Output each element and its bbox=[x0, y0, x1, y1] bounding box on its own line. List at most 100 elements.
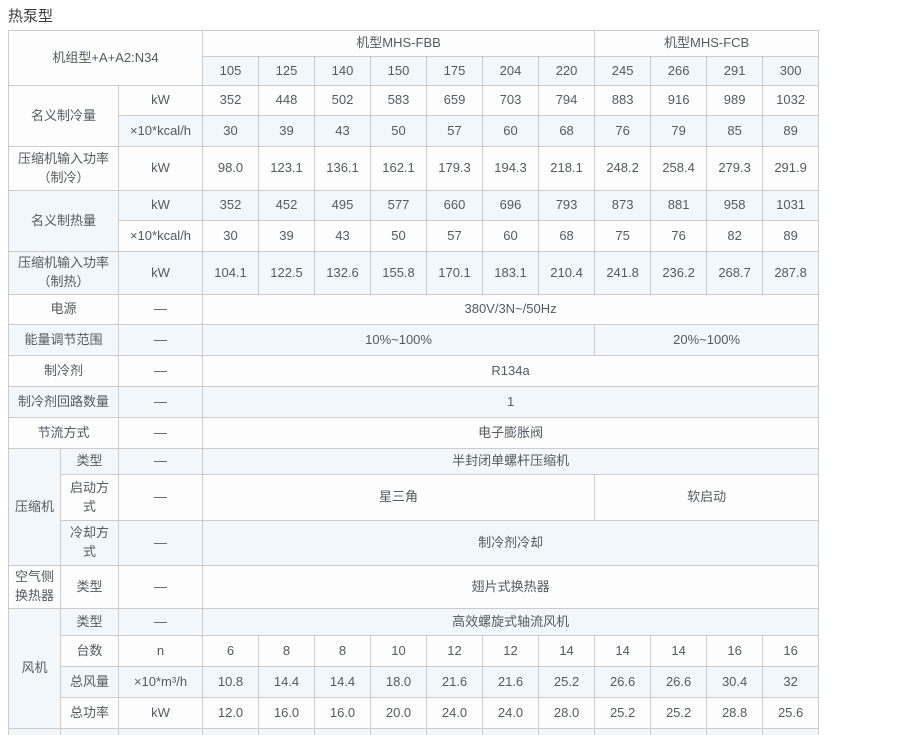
unit-cell: — bbox=[117, 417, 204, 449]
value-cell: 352 bbox=[202, 190, 260, 221]
row-label-cell: 能量调节范围 bbox=[8, 324, 119, 356]
table-row: 空气侧换热器 类型 — 翅片式换热器 bbox=[8, 565, 820, 609]
value-cell: 703 bbox=[482, 85, 540, 116]
value-cell: 24.0 bbox=[426, 697, 484, 729]
row-sublabel-cell: 台数 bbox=[60, 635, 119, 667]
table-row: 名义制冷量 kW 352 448 502 583 659 703 794 883 916 989 103… bbox=[8, 85, 820, 147]
unit-cell: kW bbox=[117, 85, 204, 116]
value-cell: 16.0 bbox=[258, 697, 316, 729]
page-title: 热泵型 bbox=[8, 8, 54, 25]
value-cell bbox=[706, 728, 764, 735]
value-cell bbox=[314, 728, 372, 735]
unit-cell: — bbox=[117, 386, 204, 418]
value-cell: 8 bbox=[314, 635, 372, 667]
row-label-cell: 电源 bbox=[8, 294, 119, 325]
value-cell: 79 bbox=[650, 115, 708, 147]
row-label-cell: 名义制热量 bbox=[8, 190, 119, 252]
table-row: 压缩机输入功率（制冷） kW 98.0 123.1 136.1 162.1 179.3 194… bbox=[8, 146, 820, 191]
table-row: 电源 —380V/3N~/50Hz bbox=[8, 294, 820, 325]
value-cell: 132.6 bbox=[314, 251, 372, 295]
value-cell: 6 bbox=[202, 635, 260, 667]
value-cell: 50 bbox=[370, 220, 428, 252]
merged-value-cell: 1 bbox=[202, 386, 820, 418]
value-cell: 82 bbox=[706, 220, 764, 252]
merged-value-cell: 制冷剂冷却 bbox=[202, 520, 820, 566]
value-cell: 1032 bbox=[762, 85, 820, 116]
model-header-cell: 140 bbox=[314, 56, 372, 86]
value-cell: 448 bbox=[258, 85, 316, 116]
value-cell: 873 bbox=[594, 190, 652, 221]
value-cell: 502 bbox=[314, 85, 372, 116]
table-row: 总功率 kW 12.0 16.0 16.0 20.0 24.0 24.0 28.0 25.2 25.… bbox=[9, 697, 820, 729]
value-cell: 68 bbox=[538, 220, 596, 252]
value-cell: 10.8 bbox=[202, 666, 260, 698]
value-cell: 696 bbox=[482, 190, 540, 221]
value-cell: 21.6 bbox=[482, 666, 540, 698]
value-cell: 179.3 bbox=[426, 146, 484, 191]
model-header-cell: 220 bbox=[538, 56, 596, 86]
table-row: 制冷剂回路数量 —1 bbox=[8, 386, 820, 418]
value-cell: 85 bbox=[706, 115, 764, 147]
value-cell: 57 bbox=[426, 220, 484, 252]
value-cell: 26.6 bbox=[594, 666, 652, 698]
value-cell: 104.1 bbox=[202, 251, 260, 295]
table-row: 台数 n 6 8 8 10 12 12 14 14 14 16 16 bbox=[9, 635, 820, 667]
merged-value-cell: 高效螺旋式轴流风机 bbox=[202, 608, 820, 636]
row-sublabel-cell: 启动方式 bbox=[60, 474, 119, 521]
table-row: 机组型+A+A2:N34 机型MHS-FBB 机型MHS-FCB bbox=[7, 30, 820, 86]
value-cell bbox=[258, 728, 316, 735]
merged-value-cell: 软启动 bbox=[594, 474, 820, 521]
group-label-cell: 空气侧换热器 bbox=[8, 565, 61, 609]
value-cell: 659 bbox=[426, 85, 484, 116]
table-row: 节流方式 — 电子膨胀阀 bbox=[8, 417, 820, 449]
value-cell: 20.0 bbox=[370, 697, 428, 729]
row-sublabel-cell: 类型 bbox=[60, 448, 119, 475]
value-cell: 495 bbox=[314, 190, 372, 221]
unit-cell: — bbox=[117, 474, 204, 521]
table-row: 105 125 140 150 175 204 220 245 266 291 300 bbox=[9, 56, 820, 86]
value-cell: 30.4 bbox=[706, 666, 764, 698]
model-header-cell: 245 bbox=[594, 56, 652, 86]
row-label-cell: 制冷剂回路数量 bbox=[8, 386, 119, 418]
value-cell: 258.4 bbox=[650, 146, 708, 191]
value-cell: 916 bbox=[650, 85, 708, 116]
table-row: 制冷剂 — R134a bbox=[8, 355, 820, 387]
value-cell: 21.6 bbox=[426, 666, 484, 698]
value-cell bbox=[482, 728, 540, 735]
value-cell: 577 bbox=[370, 190, 428, 221]
value-cell: 122.5 bbox=[258, 251, 316, 295]
table-row: 启动方式 — 星三角 软启动 bbox=[9, 474, 820, 521]
value-cell bbox=[762, 728, 820, 735]
model-header-cell: 175 bbox=[426, 56, 484, 86]
unit-cell: — bbox=[117, 355, 204, 387]
value-cell: 194.3 bbox=[482, 146, 540, 191]
value-cell: 291.9 bbox=[762, 146, 820, 191]
value-cell bbox=[594, 728, 652, 735]
value-cell: 287.8 bbox=[762, 251, 820, 295]
value-cell: 123.1 bbox=[258, 146, 316, 191]
value-cell: 25.6 bbox=[762, 697, 820, 729]
value-cell: 43 bbox=[314, 115, 372, 147]
group-label-cell: 风机 bbox=[8, 608, 61, 729]
row-sublabel-cell: 类型 bbox=[60, 608, 119, 636]
value-cell: 14.4 bbox=[258, 666, 316, 698]
merged-value-cell: 20%~100% bbox=[594, 324, 820, 356]
value-cell: 155.8 bbox=[370, 251, 428, 295]
value-cell: 24.0 bbox=[482, 697, 540, 729]
value-cell: 25.2 bbox=[594, 697, 652, 729]
value-cell: 12.0 bbox=[202, 697, 260, 729]
table-row: 风机 类型 — 高效螺旋式轴流风机 bbox=[8, 608, 820, 729]
model-group-header-cell: 机型MHS-FCB bbox=[594, 30, 820, 57]
unit-cell: ×10*kcal/h bbox=[117, 115, 204, 147]
unit-cell: ×10*m³/h bbox=[117, 666, 204, 698]
merged-value-cell: 半封闭单螺杆压缩机 bbox=[202, 448, 820, 475]
value-cell: 248.2 bbox=[594, 146, 652, 191]
value-cell: 26.6 bbox=[650, 666, 708, 698]
row-label-cell: 节流方式 bbox=[8, 417, 119, 449]
merged-value-cell: 翅片式换热器 bbox=[202, 565, 820, 609]
value-cell: 57 bbox=[426, 115, 484, 147]
table-row: 冷却方式 — 制冷剂冷却 bbox=[9, 520, 820, 566]
unit-cell: — bbox=[117, 520, 204, 566]
value-cell: 39 bbox=[258, 220, 316, 252]
unit-cell: — bbox=[117, 608, 204, 636]
